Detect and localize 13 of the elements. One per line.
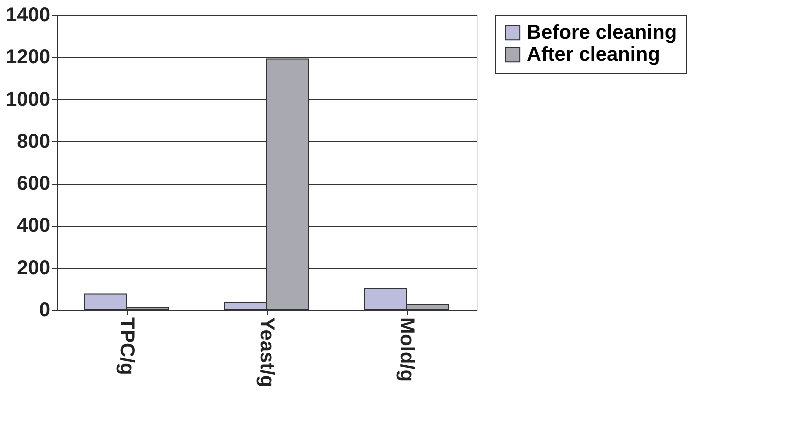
y-tick-label: 800 bbox=[17, 130, 50, 153]
y-tick-label: 1200 bbox=[6, 46, 50, 69]
y-tick-label: 1000 bbox=[6, 88, 50, 111]
x-tick-label: Mold/g bbox=[396, 318, 418, 382]
x-tick-label: Yeast/g bbox=[256, 318, 278, 388]
y-tick-label: 200 bbox=[17, 257, 50, 280]
y-tick-label: 0 bbox=[39, 300, 50, 322]
y-tick-label: 1400 bbox=[6, 4, 50, 26]
x-tick-label: TPC/g bbox=[116, 318, 138, 376]
legend-label: After cleaning bbox=[527, 44, 660, 66]
legend-label: Before cleaning bbox=[527, 22, 678, 44]
y-tick-label: 600 bbox=[17, 173, 50, 196]
y-tick-label: 400 bbox=[17, 215, 50, 238]
